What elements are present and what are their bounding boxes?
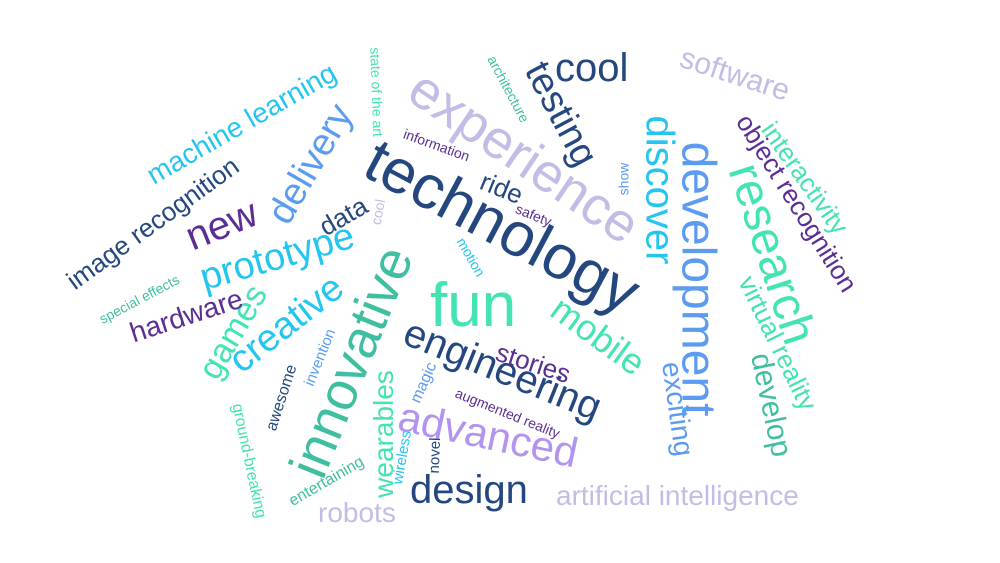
word-artificial-intelligence: artificial intelligence [556, 480, 799, 511]
word-software: software [675, 41, 794, 108]
word-state-of-the-art: state of the art [367, 46, 387, 138]
word-show: show [615, 162, 632, 196]
word-cool-small: cool [367, 197, 388, 227]
word-ground-breaking: ground-breaking [228, 402, 270, 520]
word-design: design [410, 468, 528, 512]
word-data: data [313, 190, 373, 242]
word-novel: novel [425, 437, 445, 474]
word-cool: cool [555, 46, 629, 90]
word-robots: robots [318, 497, 396, 528]
word-discover: discover [637, 115, 682, 265]
word-fun: fun [430, 271, 517, 340]
